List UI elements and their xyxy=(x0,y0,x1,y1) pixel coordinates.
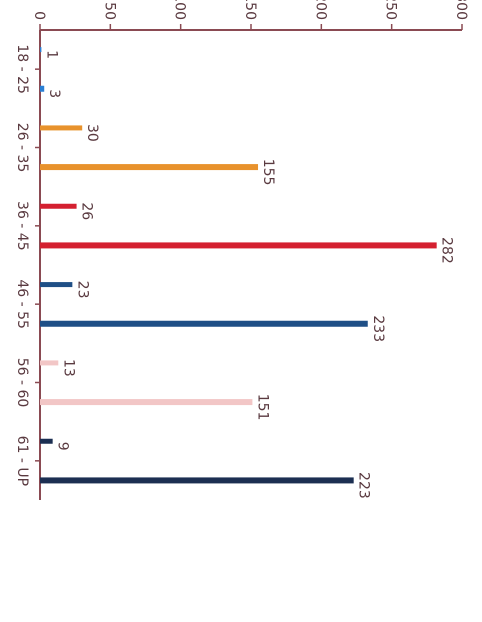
bar xyxy=(40,242,437,249)
data-label: 9 xyxy=(55,442,71,451)
bar xyxy=(39,360,59,366)
value-tick-label: 100 xyxy=(172,0,188,20)
bar xyxy=(40,47,42,53)
category-tick-label: 46 - 55 xyxy=(14,279,30,329)
category-tick-label: 61 - UP xyxy=(14,436,30,486)
category-tick-label: 18 - 25 xyxy=(14,44,30,94)
bar xyxy=(40,282,73,288)
category-tick-label: 36 - 45 xyxy=(14,201,30,251)
data-label: 26 xyxy=(79,202,95,220)
data-label: 3 xyxy=(46,89,62,98)
data-label: 23 xyxy=(74,281,90,299)
data-label: 1 xyxy=(43,50,59,59)
data-label: 30 xyxy=(84,124,100,142)
data-label: 223 xyxy=(356,472,372,499)
bar xyxy=(40,438,53,444)
bar xyxy=(40,164,259,171)
category-tick-label: 56 - 60 xyxy=(14,358,30,408)
value-tick-label: 150 xyxy=(242,0,258,20)
data-label: 13 xyxy=(60,359,76,377)
value-tick-label: 0 xyxy=(31,11,47,20)
value-tick-label: 250 xyxy=(383,0,399,20)
bar xyxy=(40,203,77,209)
data-label: 151 xyxy=(254,394,270,421)
bar xyxy=(40,320,368,327)
bar xyxy=(40,399,253,406)
data-label: 233 xyxy=(370,315,386,342)
category-tick-label: 26 - 35 xyxy=(14,123,30,173)
value-tick-label: 200 xyxy=(312,0,328,20)
value-tick-label: 300 xyxy=(453,0,469,20)
data-label: 282 xyxy=(439,237,455,264)
bar xyxy=(40,85,45,92)
value-tick-label: 50 xyxy=(101,2,117,20)
bar xyxy=(40,125,83,131)
data-label: 155 xyxy=(260,159,276,186)
bar xyxy=(39,477,354,484)
